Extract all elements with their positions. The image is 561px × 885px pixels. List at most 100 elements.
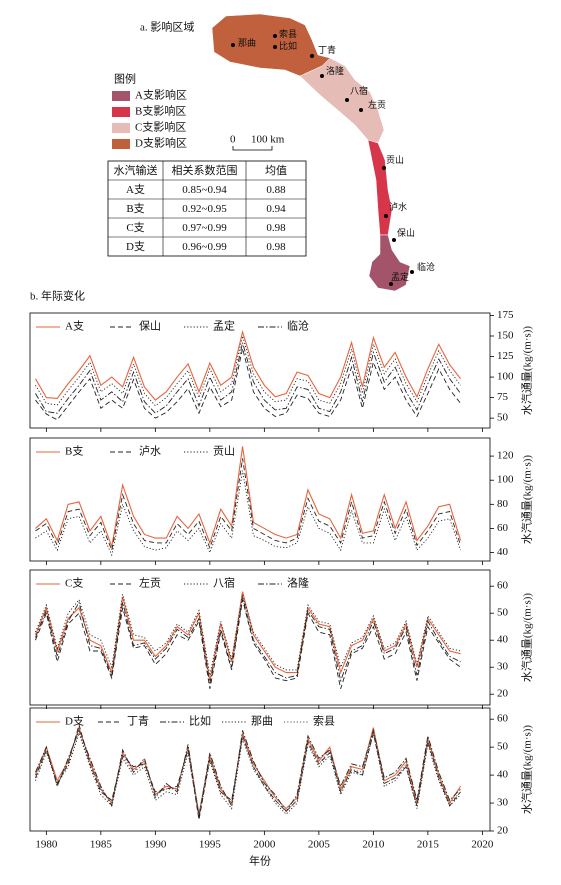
place-label: 临沧 <box>417 261 435 272</box>
legend-label: 丁青 <box>127 715 149 728</box>
y-tick-label: 100 <box>497 371 514 383</box>
legend-label: 泸水 <box>139 445 161 458</box>
table-cell: 0.98 <box>266 241 286 253</box>
x-tick-label: 2015 <box>417 839 440 851</box>
table-header: 水汽输送 <box>114 163 158 177</box>
legend-label: B支影响区 <box>135 105 186 118</box>
y-tick-label: 50 <box>497 741 509 753</box>
series-line <box>35 731 461 818</box>
place-dot <box>410 270 414 274</box>
map-title: a. 影响区域 <box>140 21 194 34</box>
table-cell: B支 <box>126 202 144 215</box>
y-tick-label: 60 <box>497 580 509 592</box>
y-tick-label: 150 <box>497 330 514 342</box>
legend-label: 比如 <box>189 714 211 728</box>
place-dot <box>320 74 324 78</box>
x-tick-label: 1990 <box>144 839 167 851</box>
table-cell: 0.97~0.99 <box>182 222 227 234</box>
table-cell: A支 <box>126 183 145 196</box>
y-tick-label: 50 <box>497 607 509 619</box>
table-cell: 0.92~0.95 <box>182 203 227 215</box>
x-tick-label: 2020 <box>471 839 494 851</box>
place-label: 洛隆 <box>326 65 344 76</box>
table-border <box>107 160 307 257</box>
table-cell: 0.94 <box>266 203 286 215</box>
y-tick-label: 40 <box>497 769 509 781</box>
legend-label: 索县 <box>313 714 335 728</box>
scale-label: 100 km <box>251 134 285 146</box>
series-line <box>35 446 462 549</box>
legend-swatch <box>112 107 130 117</box>
place-dot <box>382 166 386 170</box>
places: 那曲 索县 比如 丁青 洛隆 八宿 左贡 贡山 泸水 保山 孟定 临沧 <box>231 28 435 286</box>
table-cell: 0.96~0.99 <box>182 241 227 253</box>
place-label: 左贡 <box>368 99 386 110</box>
line-panel: 20 30 40 50 60 1980 1985 1990 1995 2000 2005 2010 20… <box>29 707 534 868</box>
scale-line <box>232 146 273 151</box>
line-panel: 40 60 80 100 120 水汽通量(kg/(m·s)) B支 泸水 贡山 <box>29 437 534 565</box>
legend-label: 八宿 <box>213 576 235 590</box>
place-dot <box>273 34 277 38</box>
legend-label: B支 <box>65 445 83 458</box>
x-tick-label: 2010 <box>362 839 385 851</box>
place-label: 八宿 <box>350 85 368 96</box>
table-cell: 0.88 <box>266 184 286 196</box>
scale-bar: 0 100 km <box>230 134 285 151</box>
table: 水汽输送 相关系数范围 均值 A支 0.85~0.94 0.88 B支 0.92~0.95 0.… <box>107 160 307 257</box>
section-title: b. 年际变化 <box>30 289 85 303</box>
place-dot <box>384 214 388 218</box>
legend-swatch <box>112 91 130 101</box>
table-header: 均值 <box>265 164 287 177</box>
legend-swatch <box>112 139 130 149</box>
table-cell: 0.98 <box>266 222 286 234</box>
legend-title: 图例 <box>114 72 136 86</box>
place-dot <box>345 98 349 102</box>
series-line <box>35 599 461 689</box>
legend-label: 洛隆 <box>287 576 309 590</box>
x-tick-label: 2005 <box>308 839 331 851</box>
y-tick-label: 60 <box>497 713 509 725</box>
legend-label: 贡山 <box>213 445 235 458</box>
legend-label: C支影响区 <box>135 121 186 134</box>
legend-label: A支影响区 <box>135 89 187 102</box>
place-dot <box>231 43 235 47</box>
series-line <box>35 596 461 684</box>
table-cell: D支 <box>126 240 145 253</box>
map: a. 影响区域 那曲 索县 比如 丁青 洛隆 八宿 左贡 贡山 泸水 保山 <box>112 13 435 292</box>
y-tick-label: 40 <box>497 634 509 646</box>
charts: 50 75 100 125 150 175 水汽通量(kg/(m·s)) A支 保山 孟定 临沧 40… <box>29 309 534 868</box>
y-tick-label: 40 <box>497 546 509 558</box>
legend-label: 那曲 <box>251 715 273 728</box>
place-dot <box>389 282 393 286</box>
plot-frame <box>29 437 491 562</box>
legend-label: 左贡 <box>139 577 161 590</box>
place-label: 索县 <box>279 28 297 39</box>
legend-swatch <box>112 123 130 133</box>
y-tick-label: 50 <box>497 412 509 424</box>
place-dot <box>359 108 363 112</box>
line-panel: 50 75 100 125 150 175 水汽通量(kg/(m·s)) A支 保山 孟定 临沧 <box>29 309 534 432</box>
legend-label: C支 <box>65 577 83 590</box>
y-tick-label: 120 <box>497 450 514 462</box>
plot-frame <box>29 569 491 706</box>
place-dot <box>392 238 396 242</box>
y-tick-label: 125 <box>497 350 514 362</box>
y-axis-label: 水汽通量(kg/(m·s)) <box>520 455 534 545</box>
place-dot <box>273 45 277 49</box>
series-line <box>35 470 461 557</box>
y-axis-label: 水汽通量(kg/(m·s)) <box>520 593 534 683</box>
table-cell: C支 <box>126 221 144 234</box>
series-line <box>35 728 461 818</box>
place-label: 保山 <box>397 227 415 238</box>
series-line <box>35 594 461 676</box>
scale-zero: 0 <box>230 134 236 146</box>
series-line <box>35 458 461 552</box>
region-a <box>368 234 411 292</box>
map-legend: A支影响区 B支影响区 C支影响区 D支影响区 <box>112 89 187 150</box>
y-tick-label: 175 <box>497 309 514 321</box>
place-dot <box>310 54 314 58</box>
place-label: 泸水 <box>389 201 407 212</box>
legend-label: 孟定 <box>213 319 235 333</box>
y-axis-label: 水汽通量(kg/(m·s)) <box>520 326 534 416</box>
y-tick-label: 30 <box>497 661 509 673</box>
